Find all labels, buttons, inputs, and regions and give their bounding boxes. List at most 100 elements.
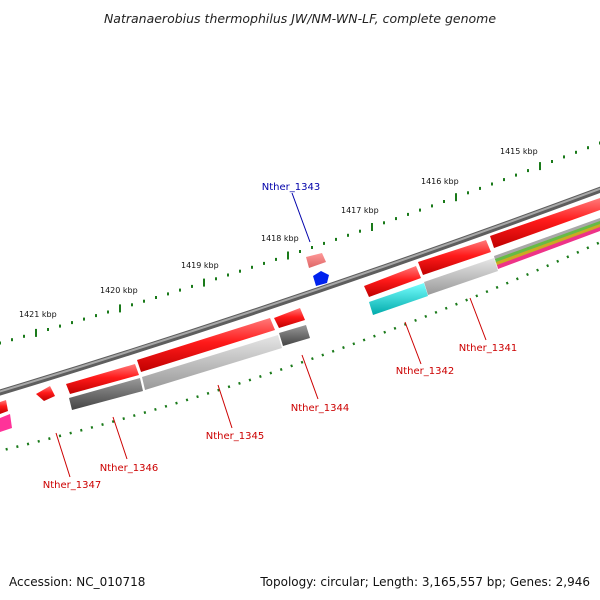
scale-minor-tick <box>263 261 265 265</box>
feature-pink-stripe <box>497 227 600 269</box>
scale-minor-tick <box>131 303 133 307</box>
scale-minor-tick <box>467 191 469 195</box>
scale-minor-tick <box>575 150 577 154</box>
scale-minor-tick <box>443 200 445 203</box>
multi-feature-1340[interactable] <box>494 218 600 269</box>
scale-minor-tick <box>395 217 397 221</box>
rna-1342[interactable] <box>369 283 428 315</box>
scale-minor-tick <box>431 204 433 208</box>
scale-minor-tick <box>179 288 181 292</box>
map-title: Natranaerobius thermophilus JW/NM-WN-LF,… <box>104 11 496 26</box>
scale-label-1419: 1419 kbp <box>181 261 219 270</box>
label-leaders <box>55 192 487 478</box>
gene-label-1343[interactable]: Nther_1343 <box>262 182 320 193</box>
gene-1345[interactable] <box>142 335 282 390</box>
scale-minor-tick <box>215 277 217 281</box>
gene-label-1342[interactable]: Nther_1342 <box>396 366 454 377</box>
cds-1342[interactable] <box>364 266 421 297</box>
scale-minor-tick <box>311 246 313 249</box>
scale-minor-tick <box>359 229 361 233</box>
scale-minor-tick <box>479 186 481 190</box>
genome-summary-text: Topology: circular; Length: 3,165,557 bp… <box>259 575 590 589</box>
scale-minor-tick <box>563 155 565 159</box>
scale-major-tick <box>35 328 37 337</box>
gene-labels: Nther_1343 Nther_1341 Nther_1342 Nther_1… <box>43 182 517 491</box>
forward-strand-features <box>0 198 600 414</box>
scale-minor-tick <box>419 208 421 212</box>
scale-minor-tick <box>587 146 589 150</box>
scale-minor-tick <box>383 221 385 225</box>
scale-minor-tick <box>491 182 493 186</box>
genome-backbone-highlight <box>0 187 600 393</box>
gene-edge-left[interactable] <box>0 414 12 432</box>
scale-minor-tick <box>275 257 277 261</box>
scale-label-1420: 1420 kbp <box>100 286 138 295</box>
scale-minor-tick <box>407 212 409 216</box>
gene-features <box>0 218 600 432</box>
scale-labels: 1415 kbp 1416 kbp 1417 kbp 1418 kbp 1419… <box>19 147 538 319</box>
cds-1341[interactable] <box>418 240 491 275</box>
feature-gray-stripe <box>494 218 600 260</box>
scale-minor-tick <box>143 299 145 303</box>
scale-minor-tick <box>155 296 157 299</box>
scale-minor-tick <box>299 250 301 253</box>
trna-pink-block <box>306 253 326 268</box>
gene-label-1347[interactable]: Nther_1347 <box>43 480 101 491</box>
scale-label-1416: 1416 kbp <box>421 177 459 186</box>
leader-1347 <box>55 432 71 478</box>
cds-1344[interactable] <box>274 308 305 328</box>
gene-label-1345[interactable]: Nther_1345 <box>206 431 264 442</box>
gene-label-1341[interactable]: Nther_1341 <box>459 343 517 354</box>
scale-minor-tick <box>527 169 529 173</box>
trna-feature-1343[interactable] <box>306 253 329 286</box>
scale-label-1418: 1418 kbp <box>261 234 299 243</box>
scale-minor-tick <box>23 334 25 338</box>
leader-1342 <box>404 321 422 365</box>
leader-1345 <box>217 384 233 429</box>
cds-1347[interactable] <box>36 386 55 401</box>
scale-minor-tick <box>239 269 241 273</box>
gene-1341[interactable] <box>424 258 498 295</box>
gene-1344[interactable] <box>279 325 310 346</box>
feature-green-stripe <box>495 221 600 263</box>
leader-1341 <box>469 297 487 341</box>
scale-minor-tick <box>11 338 13 342</box>
gene-label-1346[interactable]: Nther_1346 <box>100 463 158 474</box>
scale-label-1417: 1417 kbp <box>341 206 379 215</box>
scale-minor-tick <box>47 328 49 331</box>
cds-1345[interactable] <box>137 318 275 372</box>
scale-track <box>0 141 600 345</box>
scale-minor-tick <box>503 178 505 182</box>
scale-minor-tick <box>191 284 193 288</box>
scale-minor-tick <box>515 173 517 177</box>
cds-1340[interactable] <box>490 198 600 248</box>
scale-minor-tick <box>95 314 97 318</box>
scale-major-tick <box>371 223 373 231</box>
scale-minor-tick <box>323 241 325 245</box>
gene-1346[interactable] <box>69 378 143 410</box>
feature-yellow-stripe <box>496 224 600 266</box>
cds-1346[interactable] <box>66 364 139 394</box>
cds-edge-left[interactable] <box>0 400 8 414</box>
scale-major-tick <box>455 193 457 202</box>
trna-blue-arrow <box>313 271 329 286</box>
scale-minor-tick <box>227 273 229 277</box>
scale-minor-tick <box>347 233 349 237</box>
leader-1344 <box>301 354 319 400</box>
scale-minor-tick <box>551 160 553 163</box>
scale-minor-tick <box>0 341 1 345</box>
scale-minor-tick <box>107 310 109 314</box>
scale-minor-tick <box>167 292 169 296</box>
scale-minor-tick <box>59 324 61 328</box>
scale-minor-tick <box>335 237 337 241</box>
scale-minor-tick <box>71 321 73 325</box>
leader-1346 <box>112 416 128 460</box>
leader-1343 <box>291 192 311 243</box>
reverse-strand-track <box>0 240 600 453</box>
scale-major-tick <box>119 304 121 313</box>
gene-label-1344[interactable]: Nther_1344 <box>291 403 349 414</box>
scale-label-1421: 1421 kbp <box>19 310 57 319</box>
scale-label-1415: 1415 kbp <box>500 147 538 156</box>
scale-major-tick <box>539 162 541 171</box>
